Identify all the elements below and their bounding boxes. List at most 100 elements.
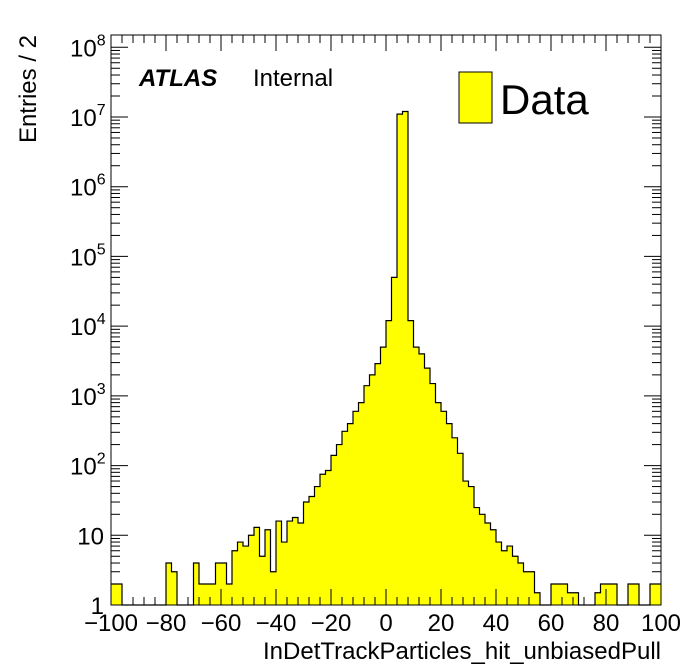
histogram-bin xyxy=(485,523,491,605)
y-axis-title: Entries / 2 xyxy=(15,35,42,143)
histogram-bin xyxy=(364,385,370,605)
histogram-bin xyxy=(534,592,541,605)
x-tick-label: 40 xyxy=(483,610,510,637)
histogram-bin xyxy=(633,584,640,605)
histogram-bin xyxy=(171,571,178,605)
histogram-bin xyxy=(523,571,530,605)
histogram-bin xyxy=(529,571,535,605)
histogram-bin xyxy=(606,584,612,605)
histogram-bin xyxy=(474,507,480,605)
y-tick-label: 104 xyxy=(70,311,106,341)
y-tick-label: 102 xyxy=(70,451,106,481)
histogram-bin xyxy=(441,411,447,605)
histogram-bin xyxy=(193,563,200,605)
histogram-bin xyxy=(380,347,387,605)
histogram-bin xyxy=(391,277,398,605)
histogram-bin xyxy=(347,423,354,605)
histogram-bin xyxy=(221,563,227,605)
histogram-bin xyxy=(210,584,216,605)
histogram-bin xyxy=(116,584,123,605)
histogram-bin xyxy=(204,584,211,605)
histogram-bin xyxy=(408,320,414,605)
histogram-bin xyxy=(358,402,365,605)
histogram-bin xyxy=(595,592,601,605)
histogram-bin xyxy=(298,523,304,605)
histogram-bin xyxy=(336,444,343,605)
histogram-bin xyxy=(369,374,376,605)
x-tick-label: 60 xyxy=(538,610,565,637)
histogram-bin xyxy=(512,556,519,605)
y-tick-label: 106 xyxy=(70,172,106,202)
histogram-bin xyxy=(479,514,486,605)
x-tick-label: −100 xyxy=(84,610,138,637)
histogram-bin xyxy=(446,423,453,605)
histogram-bin xyxy=(248,535,255,605)
x-tick-label: −60 xyxy=(201,610,242,637)
histogram-bin xyxy=(600,584,607,605)
x-tick-label: 20 xyxy=(428,610,455,637)
histogram-bin xyxy=(413,347,420,605)
histogram-bin xyxy=(562,584,568,605)
histogram-bin xyxy=(419,353,425,605)
legend-label-data: Data xyxy=(500,76,589,123)
histogram-bars xyxy=(111,111,662,606)
histogram-bin xyxy=(490,529,497,605)
atlas-label: ATLAS xyxy=(138,65,217,92)
histogram-bin xyxy=(270,571,277,605)
histogram-bin xyxy=(468,486,475,605)
y-tick-label: 108 xyxy=(70,32,106,62)
histogram-bin xyxy=(507,546,513,605)
histogram-bin xyxy=(430,383,436,605)
status-label: Internal xyxy=(253,65,333,92)
histogram-bin xyxy=(655,584,662,605)
histogram-bin xyxy=(243,546,249,605)
histogram-bin xyxy=(215,563,222,605)
histogram-bin xyxy=(265,529,271,605)
histogram-bin xyxy=(259,556,266,605)
histogram-bin xyxy=(501,550,508,605)
histogram-bin xyxy=(375,363,381,605)
histogram-bin xyxy=(309,496,315,605)
legend-swatch-data xyxy=(458,71,493,124)
histogram-bin xyxy=(111,584,117,605)
histogram-bin xyxy=(628,584,634,605)
histogram-bin xyxy=(331,455,337,605)
histogram-bin xyxy=(254,527,260,605)
histogram-bin xyxy=(397,114,403,606)
histogram-bin xyxy=(314,486,321,605)
histogram-bin xyxy=(424,368,431,605)
histogram-bin xyxy=(518,563,524,605)
histogram-bin xyxy=(342,431,348,605)
histogram-bin xyxy=(237,542,244,605)
histogram-bin xyxy=(567,592,574,605)
histogram-bin xyxy=(650,584,656,605)
y-tick-label: 107 xyxy=(70,102,106,132)
histogram-bin xyxy=(496,542,502,605)
y-tick-label: 103 xyxy=(70,381,106,411)
histogram-bin xyxy=(281,542,288,605)
histogram-bin xyxy=(463,481,469,605)
histogram-bin xyxy=(386,320,392,605)
x-tick-label: 100 xyxy=(641,610,681,637)
histogram-bin xyxy=(166,563,172,605)
histogram-bin xyxy=(232,550,238,605)
x-tick-label: 80 xyxy=(593,610,620,637)
y-tick-labels: 1 10 102 103 104 105 106 107 108 xyxy=(70,32,106,620)
histogram-bin xyxy=(287,521,293,605)
histogram-bin xyxy=(551,584,557,605)
y-tick-label: 1 xyxy=(91,593,104,620)
x-tick-label: −80 xyxy=(146,610,187,637)
histogram-bin xyxy=(303,502,310,605)
histogram-bin xyxy=(276,521,282,605)
histogram-bin xyxy=(435,402,442,605)
histogram-bin xyxy=(452,437,458,605)
x-axis-title: InDetTrackParticles_hit_unbiasedPull xyxy=(263,638,661,665)
y-tick-label: 10 xyxy=(77,523,104,550)
histogram-bin xyxy=(611,584,618,605)
histogram-bin xyxy=(226,584,233,605)
y-tick-label: 105 xyxy=(70,241,106,271)
x-tick-label: −40 xyxy=(256,610,297,637)
histogram-bin xyxy=(199,584,205,605)
x-tick-labels: −100 −80 −60 −40 −20 0 20 40 60 80 100 xyxy=(84,610,681,637)
